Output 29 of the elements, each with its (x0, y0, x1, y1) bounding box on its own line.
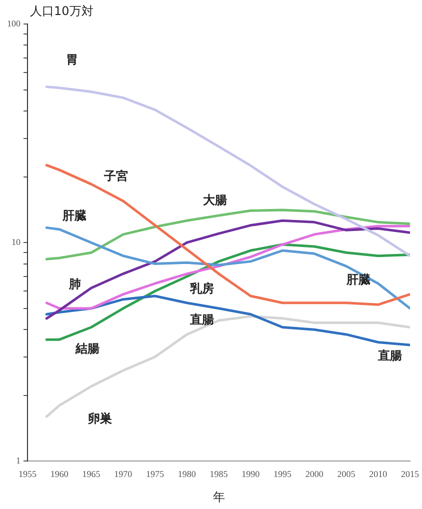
series-label: 結腸 (74, 341, 100, 356)
x-tick-label: 1990 (242, 468, 260, 479)
x-tick-label: 2005 (337, 468, 356, 479)
series-label: 子宮 (103, 168, 128, 183)
x-tick-label: 1965 (82, 468, 101, 479)
x-tick-label: 2000 (305, 468, 324, 479)
series-label: 卵巣 (87, 412, 112, 426)
x-tick-label: 1995 (274, 468, 292, 479)
series-label: 肺 (68, 277, 81, 292)
x-tick-label: 2015 (401, 468, 420, 479)
y-tick-label: 1 (16, 456, 20, 466)
series-label: 乳房 (189, 282, 214, 296)
annotation: 肝臓 (345, 272, 370, 286)
x-tick-label: 1985 (210, 468, 228, 479)
series-label: 直腸 (189, 312, 214, 327)
x-tick-label: 1975 (146, 468, 164, 479)
x-tick-label: 2010 (369, 468, 388, 479)
x-tick-label: 1955 (18, 468, 37, 479)
x-tick-label: 1980 (178, 468, 196, 479)
x-tick-label: 1960 (50, 468, 69, 479)
x-axis-title: 年 (212, 490, 225, 504)
x-tick-label: 1970 (114, 468, 133, 479)
series-label: 大腸 (202, 193, 227, 208)
y-tick-label: 100 (7, 18, 21, 28)
series-label: 胃 (66, 52, 78, 67)
series-label: 肝臓 (62, 208, 87, 222)
annotation: 直腸 (377, 348, 402, 362)
y-axis-title: 人口10万対 (30, 4, 94, 18)
y-tick-label: 10 (12, 236, 21, 247)
